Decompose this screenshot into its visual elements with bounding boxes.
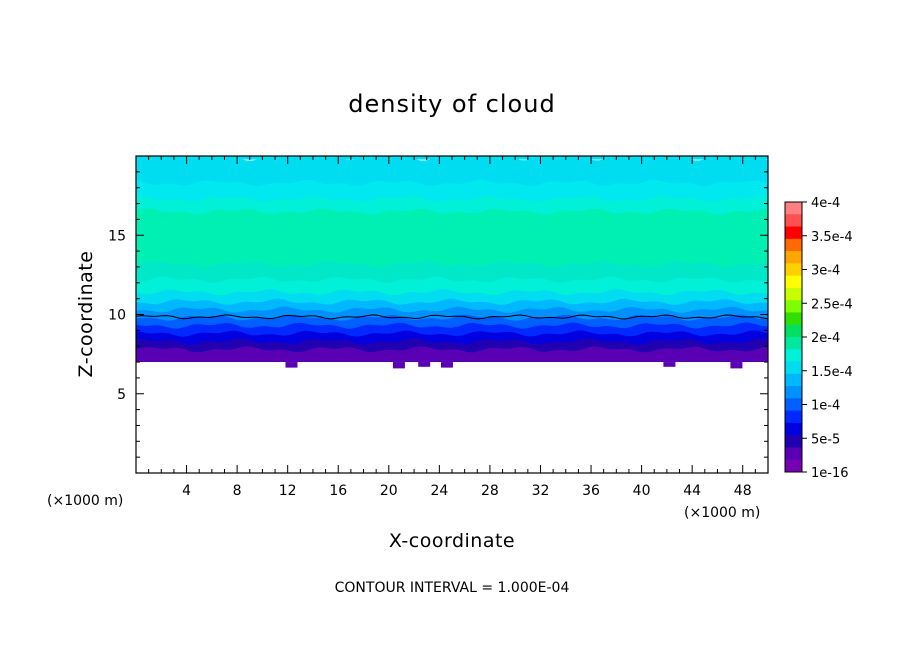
colorbar: 4e-4 3.5e-4 3e-4 2.5e-4 2e-4 1.5e-4 1e-4 5e-5 1e… <box>784 196 853 481</box>
colorbar-swatch <box>785 287 802 301</box>
colorbar-swatch <box>785 398 802 412</box>
colorbar-swatch <box>785 214 802 228</box>
colorbar-label: 2e-4 <box>811 331 840 346</box>
colorbar-label: 4e-4 <box>811 196 840 211</box>
x-tick-label: 32 <box>532 483 550 499</box>
x-tick-label: 40 <box>633 483 651 499</box>
plot-field <box>136 156 768 369</box>
colorbar-label: 5e-5 <box>811 432 840 447</box>
colorbar-swatch <box>785 238 802 252</box>
y-tick-label: 15 <box>108 228 126 244</box>
colorbar-swatch <box>785 312 802 326</box>
cloud-base-blob <box>730 362 743 369</box>
colorbar-swatch <box>785 386 802 399</box>
x-tick-label: 24 <box>430 483 448 499</box>
chart-title: density of cloud <box>348 90 555 118</box>
colorbar-swatch <box>785 337 802 350</box>
x-tick-label: 44 <box>683 483 701 499</box>
cloud-base-blob <box>418 362 431 367</box>
cloud-layer <box>136 346 768 363</box>
x-tick-label: 36 <box>582 483 600 499</box>
colorbar-swatch <box>785 202 802 215</box>
colorbar-swatch <box>785 410 802 424</box>
colorbar-swatch <box>785 459 802 473</box>
colorbar-swatch <box>785 226 802 240</box>
colorbar-swatch <box>785 324 802 338</box>
x-tick-label: 8 <box>233 483 242 499</box>
cloud-base-blob <box>663 362 676 367</box>
colorbar-label: 1.5e-4 <box>811 365 853 380</box>
x-tick-label: 16 <box>329 483 347 499</box>
colorbar-label: 3.5e-4 <box>811 230 853 245</box>
x-unit-right: (×1000 m) <box>684 505 760 521</box>
colorbar-swatch <box>785 447 802 461</box>
contour-line <box>136 314 768 320</box>
x-tick-label: 28 <box>481 483 499 499</box>
cloud-base-blob <box>392 362 405 369</box>
x-tick-label: 12 <box>279 483 297 499</box>
colorbar-swatch <box>785 435 802 448</box>
colorbar-swatch <box>785 300 802 313</box>
contour-interval-note: CONTOUR INTERVAL = 1.000E-04 <box>335 580 570 596</box>
x-tick-label: 4 <box>182 483 191 499</box>
colorbar-swatch <box>785 263 802 277</box>
colorbar-swatch <box>785 422 802 436</box>
cloud-base-blob <box>440 362 453 368</box>
colorbar-swatch <box>785 373 802 387</box>
colorbar-label: 1e-16 <box>811 466 849 481</box>
colorbar-swatch <box>785 275 802 289</box>
x-unit-left: (×1000 m) <box>47 493 123 509</box>
colorbar-label: 1e-4 <box>811 399 840 414</box>
colorbar-swatch <box>785 349 802 363</box>
cloud-base-blob <box>285 362 298 368</box>
colorbar-label: 3e-4 <box>811 264 840 279</box>
colorbar-swatch <box>785 361 802 375</box>
x-axis-title: X-coordinate <box>389 530 515 552</box>
x-tick-label: 20 <box>380 483 398 499</box>
colorbar-label: 2.5e-4 <box>811 297 853 312</box>
x-tick-label: 48 <box>734 483 752 499</box>
colorbar-swatch <box>785 251 802 264</box>
y-tick-label: 5 <box>117 387 126 403</box>
y-tick-label: 10 <box>108 308 126 324</box>
y-axis-title: Z-coordinate <box>75 251 97 378</box>
